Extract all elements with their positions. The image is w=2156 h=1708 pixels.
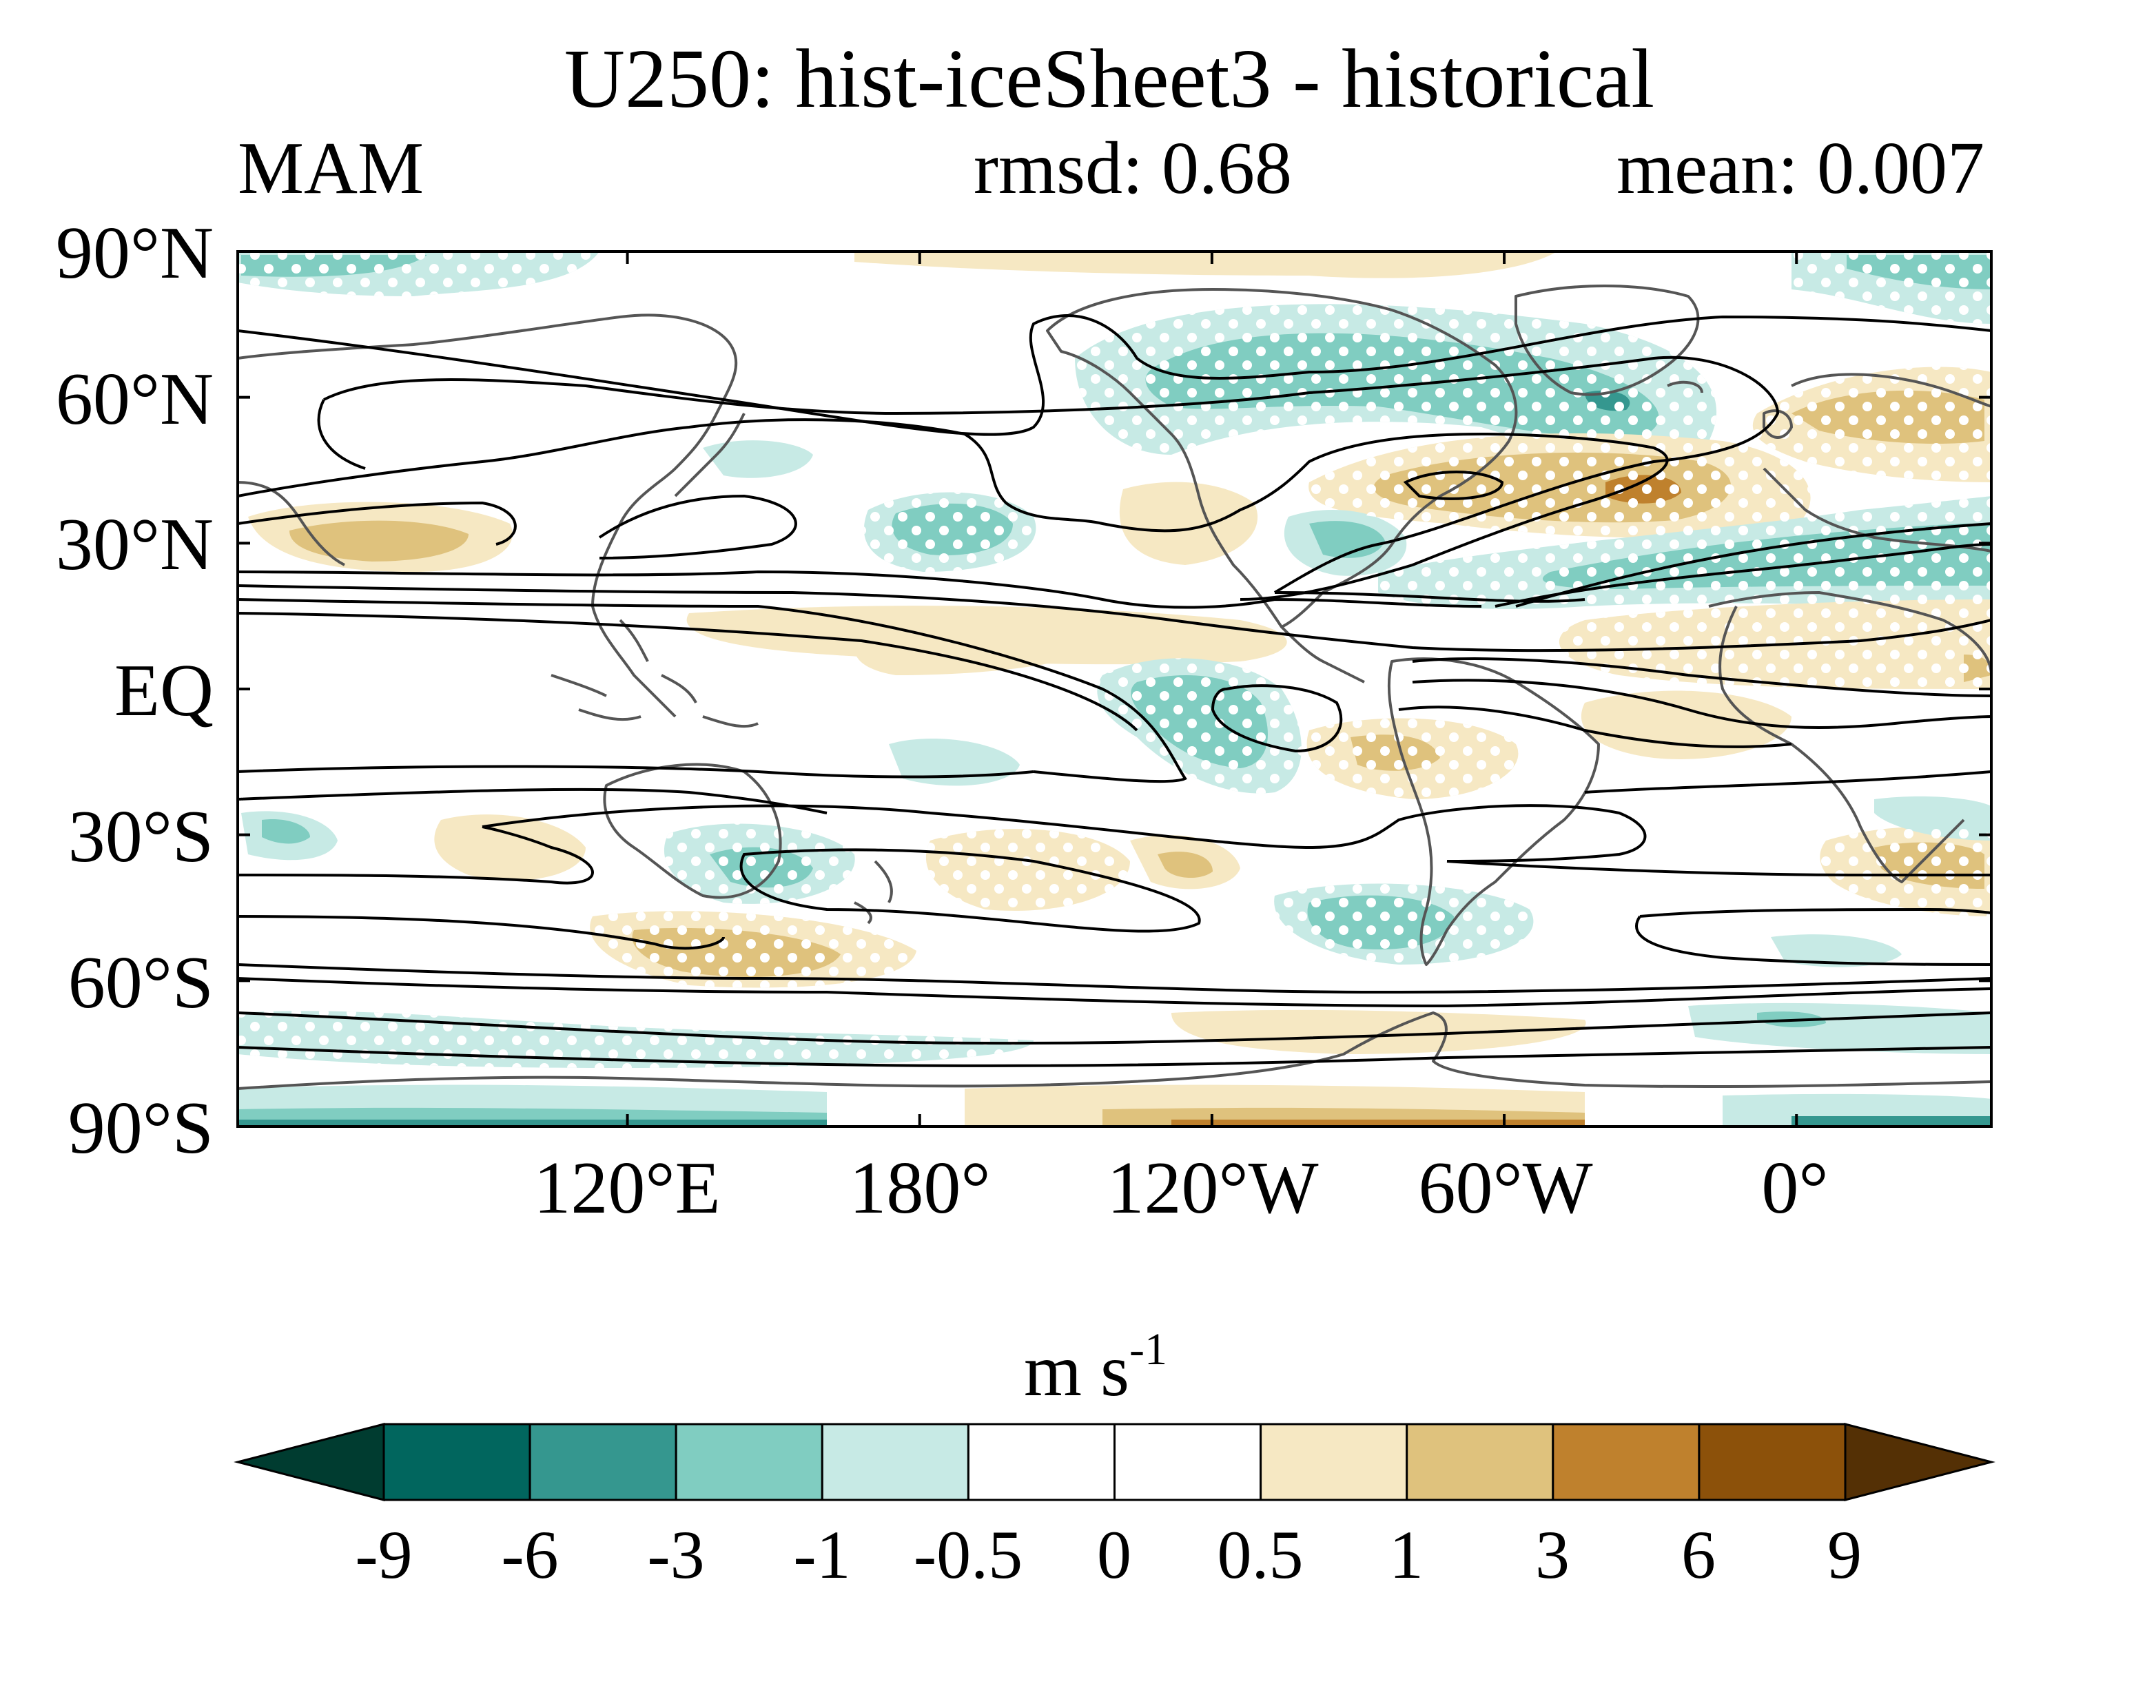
rmsd-label: rmsd: 0.68 — [974, 127, 1292, 209]
colorbar-box — [1113, 1423, 1262, 1501]
colorbar-box — [675, 1423, 823, 1501]
lat-label-90s: 90°S — [68, 1087, 214, 1169]
colorbar-box — [1260, 1423, 1408, 1501]
lon-label-120e: 120°E — [533, 1147, 720, 1229]
lat-label-eq: EQ — [114, 650, 214, 732]
lat-label-60s: 60°S — [68, 942, 214, 1024]
lon-label-120w: 120°W — [1107, 1147, 1318, 1229]
colorbar-unit: m s-1 — [1024, 1324, 1167, 1412]
colorbar-box — [382, 1423, 531, 1501]
cbar-tick-label: -0.5 — [914, 1516, 1023, 1593]
lon-label-0: 0° — [1761, 1147, 1828, 1229]
cbar-tick-label: -9 — [355, 1516, 412, 1593]
lat-label-30n: 30°N — [56, 504, 214, 586]
lon-label-180: 180° — [849, 1147, 990, 1229]
lon-label-60w: 60°W — [1418, 1147, 1592, 1229]
latitude-labels: 90°N 60°N 30°N EQ 30°S 60°S 90°S — [56, 212, 214, 1169]
map-panel — [238, 251, 1991, 1126]
lat-label-90n: 90°N — [56, 212, 214, 294]
cbar-tick-label: 0.5 — [1218, 1516, 1304, 1593]
cbar-tick-label: 9 — [1827, 1516, 1862, 1593]
colorbar-box — [1552, 1423, 1701, 1501]
season-label: MAM — [238, 127, 424, 209]
cbar-tick-label: 0 — [1097, 1516, 1131, 1593]
colorbar-box — [1406, 1423, 1554, 1501]
coastlines — [238, 285, 1991, 1090]
lat-label-30s: 30°S — [68, 796, 214, 878]
cbar-tick-label: 3 — [1535, 1516, 1570, 1593]
mean-label: mean: 0.007 — [1616, 127, 1984, 209]
axis-ticks — [238, 250, 1991, 1128]
colorbar-box — [967, 1423, 1116, 1501]
colorbar-extend-high — [1844, 1423, 1995, 1501]
colorbar-extend-low — [234, 1423, 385, 1501]
cbar-tick-label: 6 — [1681, 1516, 1716, 1593]
plot-title: U250: hist-iceSheet3 - historical — [564, 32, 1654, 125]
unit-base: m s — [1024, 1330, 1129, 1412]
colorbar-box — [528, 1423, 677, 1501]
climatology-contours — [238, 314, 1991, 1067]
colorbar-tick-labels: -9 -6 -3 -1 -0.5 0 0.5 1 3 6 9 — [355, 1516, 1862, 1593]
cbar-tick-label: 1 — [1389, 1516, 1424, 1593]
cbar-tick-label: -3 — [647, 1516, 704, 1593]
colorbar-box — [821, 1423, 969, 1501]
unit-exponent: -1 — [1129, 1324, 1167, 1375]
longitude-labels: 120°E 180° 120°W 60°W 0° — [533, 1147, 1828, 1229]
colorbar — [234, 1423, 1995, 1501]
colorbar-box — [1698, 1423, 1847, 1501]
cbar-tick-label: -1 — [793, 1516, 850, 1593]
cbar-tick-label: -6 — [501, 1516, 558, 1593]
lat-label-60n: 60°N — [56, 358, 214, 440]
